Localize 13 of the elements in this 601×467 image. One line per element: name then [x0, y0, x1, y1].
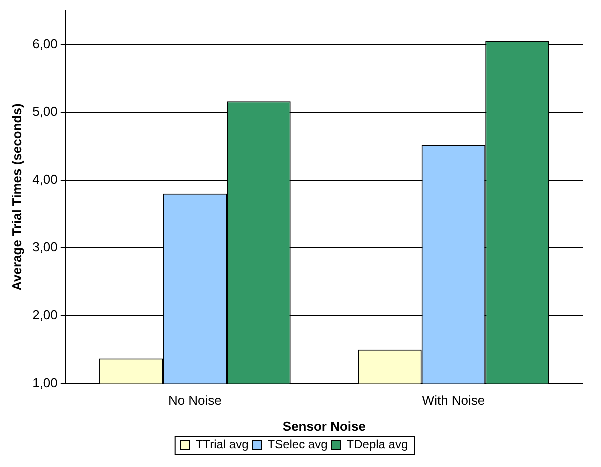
legend-label: TSelec avg	[268, 437, 328, 452]
y-tick-label: 2,00	[32, 308, 58, 323]
y-tick-label: 5,00	[32, 104, 58, 120]
x-tick-label: With Noise	[422, 393, 486, 408]
legend-label: TTrial avg	[196, 437, 249, 452]
y-tick-label: 6,00	[32, 36, 58, 52]
x-tick-label: No Noise	[168, 393, 222, 408]
y-tick-label: 1,00	[32, 375, 58, 390]
y-tick-label: 3,00	[32, 240, 58, 255]
y-axis-title: Average Trial Times (seconds)	[9, 104, 24, 291]
legend-label: TDepla avg	[346, 437, 408, 452]
y-tick-label: 4,00	[32, 172, 58, 187]
x-axis-title: Sensor Noise	[282, 418, 366, 434]
